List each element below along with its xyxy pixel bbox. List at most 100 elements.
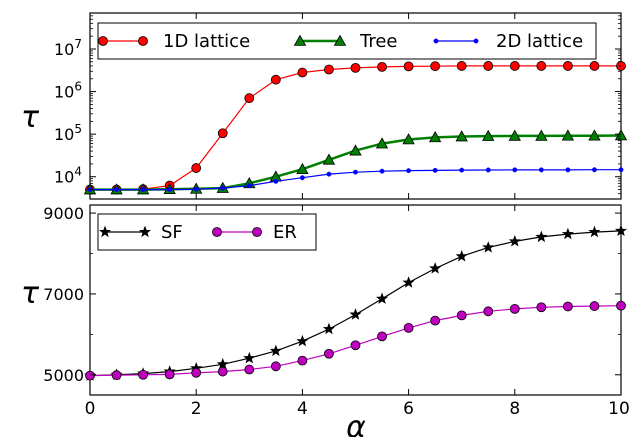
bottom-series-1-point xyxy=(483,306,494,317)
top-ytick-base: 10 xyxy=(54,83,74,102)
top-series-0-point xyxy=(350,62,361,73)
bottom-series-0-point xyxy=(243,351,256,364)
bottom-series-1-point xyxy=(430,315,441,326)
top-ytick-label: 104 xyxy=(54,165,82,187)
top-series-0-point xyxy=(270,74,281,85)
bottom-series-1-point xyxy=(270,361,281,372)
top-legend-label: 1D lattice xyxy=(163,31,250,52)
top-series-1-point xyxy=(455,130,468,142)
top-series-1-point xyxy=(482,129,495,141)
top-series-2-point xyxy=(485,167,491,173)
top-series-1-point xyxy=(402,133,415,145)
bottom-series-0-point xyxy=(216,357,229,370)
bottom-series-1-point xyxy=(138,369,149,380)
bottom-series-1-point xyxy=(164,369,175,380)
top-series-1-point xyxy=(428,131,442,143)
bottom-legend: SF ER xyxy=(97,213,317,251)
top-series-0-point xyxy=(509,61,520,71)
top-legend-marker xyxy=(98,36,108,46)
top-series-0-point xyxy=(297,67,308,78)
bottom-xtick-label: 6 xyxy=(403,399,414,419)
bottom-series-0-point xyxy=(349,308,362,320)
bottom-panel: 5000 7000 9000 0 2 4 6 8 10 τ α SF ER xyxy=(21,204,630,437)
top-series-2-point xyxy=(379,168,385,174)
top-series-2-point xyxy=(618,167,624,173)
top-series-0-point xyxy=(456,61,467,71)
bottom-xtick-label: 0 xyxy=(85,399,96,419)
bottom-series-0-point xyxy=(322,322,335,335)
top-series-1-point xyxy=(508,129,521,141)
top-series-2-point xyxy=(512,167,518,173)
bottom-xtick-label: 10 xyxy=(608,399,630,419)
top-series-2-point xyxy=(273,178,279,184)
bottom-ytick-label: 7000 xyxy=(43,285,84,304)
bottom-series-1-point xyxy=(191,367,202,378)
bottom-series-0-point xyxy=(535,230,548,243)
bottom-ticks-group: 5000 7000 9000 0 2 4 6 8 10 xyxy=(43,204,630,419)
top-series-2-point xyxy=(220,185,226,191)
bottom-legend-marker xyxy=(98,225,112,238)
top-ytick-base: 10 xyxy=(54,168,74,187)
bottom-series-0-point xyxy=(614,224,628,237)
bottom-ytick-label: 9000 xyxy=(43,204,84,223)
top-series-0-point xyxy=(244,93,255,104)
top-series-0-point xyxy=(563,61,573,71)
top-legend-box xyxy=(97,22,597,60)
top-series-1-point xyxy=(296,162,309,175)
bottom-series-0-point xyxy=(482,241,495,253)
bottom-series-1-point xyxy=(85,370,95,381)
top-ytick-exponent: 5 xyxy=(74,122,82,136)
bottom-xtick-label: 2 xyxy=(191,399,202,419)
top-series-2-point xyxy=(592,167,597,173)
top-series-1-point xyxy=(322,153,336,165)
bottom-legend-marker xyxy=(252,227,262,237)
bottom-series-1-point xyxy=(456,310,467,321)
top-ytick-exponent: 7 xyxy=(74,37,82,51)
bottom-legend-label: SF xyxy=(161,222,183,243)
top-series-0-point xyxy=(191,163,202,173)
top-ytick-exponent: 4 xyxy=(74,165,82,179)
top-legend-marker xyxy=(433,38,439,44)
bottom-series-1-point xyxy=(589,301,600,311)
top-series-1-point xyxy=(561,129,575,141)
bottom-legend-marker xyxy=(212,227,222,237)
top-legend-marker xyxy=(333,34,347,46)
bottom-series-0-point xyxy=(429,262,442,274)
top-ytick-label: 106 xyxy=(54,80,82,102)
bottom-series-1-point xyxy=(244,364,255,375)
top-legend-marker xyxy=(473,38,479,44)
top-series-0-point xyxy=(377,61,387,72)
bottom-series-0-point xyxy=(508,235,521,247)
top-series-2-point xyxy=(432,167,438,173)
top-series-2-point xyxy=(246,183,252,189)
top-series-0-point xyxy=(324,64,334,75)
top-series-2-point xyxy=(565,167,571,173)
top-series-0-point xyxy=(430,61,441,72)
bottom-legend-items: SF ER xyxy=(98,222,297,243)
bottom-series-1-point xyxy=(324,348,334,359)
bottom-series-1-point xyxy=(111,370,122,381)
bottom-series-0-point xyxy=(455,249,468,262)
top-series-2-point xyxy=(299,175,305,181)
top-legend-marker xyxy=(293,34,307,46)
top-legend-label: 2D lattice xyxy=(496,31,583,52)
bottom-series-1-point xyxy=(350,340,361,351)
top-legend-marker xyxy=(138,36,148,46)
top-series-group xyxy=(83,61,628,195)
top-y-axis-label: τ xyxy=(21,100,40,135)
top-series-1-point xyxy=(375,137,389,149)
top-ytick-exponent: 6 xyxy=(74,80,82,94)
bottom-xtick-label: 8 xyxy=(509,399,520,419)
top-series-2-point xyxy=(459,167,465,173)
bottom-series-0-point xyxy=(588,225,601,238)
x-axis-label: α xyxy=(346,410,366,437)
top-ytick-label: 107 xyxy=(54,37,82,59)
bottom-series-0-point xyxy=(296,334,309,347)
top-series-2-point xyxy=(353,169,358,175)
bottom-series-1-point xyxy=(377,331,387,342)
top-series-2-point xyxy=(406,168,412,174)
bottom-series-1-point xyxy=(217,366,228,377)
top-series-2-point xyxy=(140,187,146,193)
top-series-1-point xyxy=(614,129,628,141)
